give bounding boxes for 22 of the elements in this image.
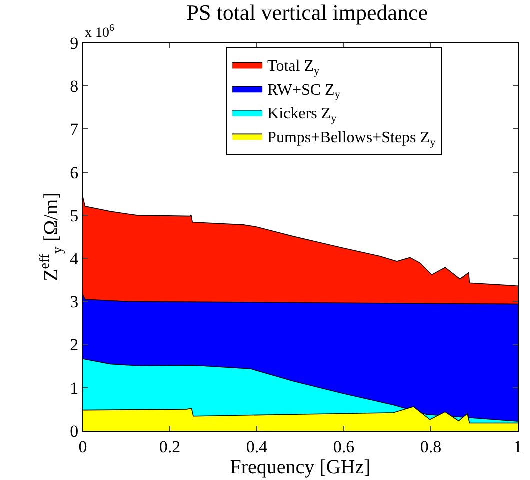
x-tick-label: 0.6 [333,437,355,456]
y-tick-label: 3 [70,292,79,312]
x-axis-title: Frequency [GHz] [230,456,371,478]
text: x 10$^{6}$ [85,23,114,41]
y-tick-label: 2 [70,336,79,355]
y-tick-label: 7 [70,120,80,140]
y-tick-label: 1 [70,378,79,398]
y-tick-label: 6 [70,163,79,182]
y-tick-label: 9 [70,34,79,53]
x-tick-label: 0.8 [420,437,442,456]
legend-label: Pumps+Bellows+Steps Z$_{y}$ [268,129,436,149]
y-tick-label: 5 [70,206,79,226]
x-tick-label: 0.2 [159,437,181,456]
y-tick-label: 4 [70,250,80,269]
legend-label: RW+SC Z$_{y}$ [268,82,341,102]
chart-title: PS total vertical impedance [186,0,428,26]
x-tick-label: 0.4 [246,437,268,456]
y-tick-label: 8 [70,77,79,96]
y-tick-label: 0 [70,422,79,441]
x-tick-label: 1 [514,437,522,456]
legend-label: Kickers Z$_{y}$ [268,106,338,125]
legend-label: Total Z$_{y}$ [268,58,320,78]
